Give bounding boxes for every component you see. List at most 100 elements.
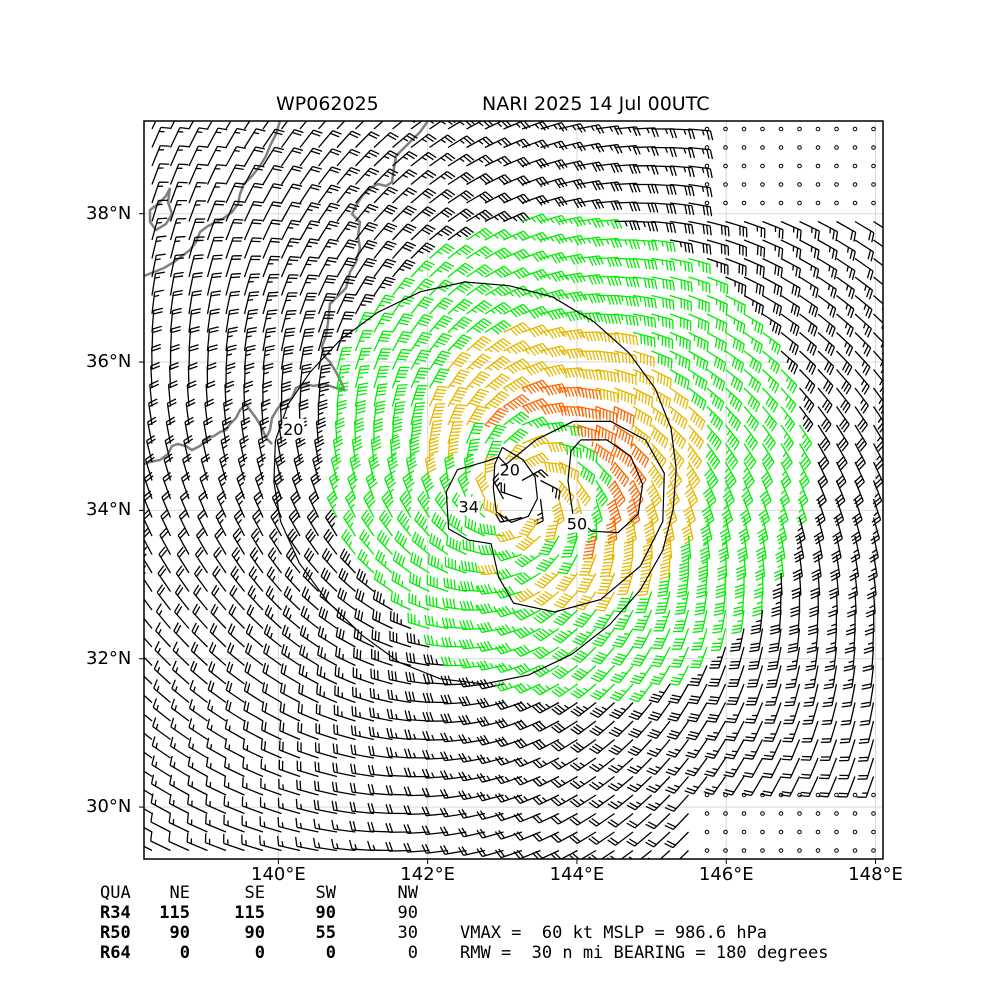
wind-barb xyxy=(741,163,747,169)
wind-barb xyxy=(544,517,560,541)
wind-barb xyxy=(151,307,164,333)
wind-barb xyxy=(336,399,347,426)
wind-barb xyxy=(817,239,838,261)
wind-barb xyxy=(513,572,541,585)
wind-barb xyxy=(484,319,512,335)
wind-barb xyxy=(205,795,227,815)
wind-barb xyxy=(425,594,449,611)
wind-barb xyxy=(806,628,819,654)
wind-barb xyxy=(503,411,530,426)
wind-barb xyxy=(328,471,340,500)
wind-barb xyxy=(280,147,304,167)
wind-barb xyxy=(762,739,782,761)
wind-barb xyxy=(447,153,475,167)
wind-barb xyxy=(212,565,227,592)
wind-barb xyxy=(752,591,764,617)
wind-barb xyxy=(223,833,245,852)
wind-barb xyxy=(169,774,190,796)
wind-barb xyxy=(627,739,652,757)
wind-barb xyxy=(582,535,597,560)
wind-barb xyxy=(743,443,757,470)
wind-barb xyxy=(632,331,656,348)
wind-barb xyxy=(352,686,375,704)
wind-barb xyxy=(571,646,597,663)
wind-barb xyxy=(262,380,273,407)
wind-barb xyxy=(689,646,708,669)
wind-barb xyxy=(608,757,634,774)
wind-barb xyxy=(259,835,282,852)
wind-barb xyxy=(706,294,728,314)
wind-barb xyxy=(632,220,659,232)
contour-line xyxy=(492,446,539,523)
wind-barb xyxy=(669,128,696,140)
wind-barb xyxy=(369,687,393,704)
wind-barb xyxy=(761,757,782,779)
wind-barb xyxy=(823,665,838,690)
lon-tick-label: 144°E xyxy=(549,864,605,885)
wind-barb xyxy=(588,831,615,845)
wind-barb xyxy=(503,322,531,337)
wind-barb xyxy=(551,664,578,680)
wind-barb xyxy=(799,276,819,299)
wind-barb xyxy=(572,628,597,646)
wind-barb xyxy=(798,443,812,471)
wind-barb xyxy=(391,418,403,444)
wind-barb xyxy=(281,643,301,667)
wind-barb xyxy=(871,848,876,853)
wind-barb xyxy=(814,498,826,527)
wind-barb xyxy=(513,626,541,639)
wind-barb xyxy=(743,276,765,297)
wind-barb xyxy=(235,490,246,518)
wind-barb xyxy=(651,239,676,253)
wind-barb xyxy=(350,744,375,759)
wind-barb xyxy=(862,646,875,672)
wind-barb xyxy=(704,848,710,853)
wind-barb xyxy=(297,702,319,722)
wind-barb xyxy=(550,831,578,843)
wind-barb xyxy=(164,435,175,463)
wind-barb xyxy=(673,609,690,633)
wind-barb xyxy=(299,129,323,148)
wind-barb xyxy=(405,453,418,481)
wind-barb xyxy=(706,313,728,334)
wind-barb xyxy=(353,628,375,648)
wind-barb xyxy=(651,146,678,158)
wind-barb xyxy=(187,775,208,796)
wind-barb xyxy=(151,217,168,241)
wind-barb xyxy=(503,428,529,444)
wind-barb xyxy=(834,163,839,169)
wind-barb xyxy=(595,480,608,507)
wind-barb xyxy=(242,719,264,741)
wind-barb xyxy=(386,727,412,741)
wind-barb xyxy=(406,632,430,648)
wind-barb xyxy=(871,182,876,187)
wind-barb xyxy=(317,626,338,648)
wind-barb xyxy=(317,220,340,241)
wind-barb xyxy=(685,461,701,489)
wind-barb xyxy=(458,771,486,782)
wind-barb xyxy=(144,770,153,778)
wind-barb xyxy=(760,848,765,853)
wind-barb xyxy=(836,294,855,319)
wind-barb xyxy=(243,128,266,148)
wind-barb xyxy=(783,702,801,725)
wind-barb xyxy=(321,548,338,574)
wind-barb xyxy=(743,239,766,258)
wind-barb xyxy=(724,720,745,742)
wind-barb xyxy=(204,833,227,852)
wind-barb xyxy=(494,585,523,599)
wind-barb xyxy=(726,683,745,706)
wind-barb xyxy=(447,208,475,223)
lat-tick-label: 32°N xyxy=(86,647,132,669)
wind-barb xyxy=(839,739,856,762)
wind-barb xyxy=(190,660,208,685)
wind-barb xyxy=(801,720,819,743)
wind-barb xyxy=(646,757,671,776)
wind-barb xyxy=(513,588,541,603)
wind-barb xyxy=(153,679,171,703)
wind-barb xyxy=(299,121,308,130)
wind-barb xyxy=(815,792,821,798)
wind-barb xyxy=(608,720,634,738)
wind-barb xyxy=(225,680,245,704)
wind-barb xyxy=(494,755,523,766)
